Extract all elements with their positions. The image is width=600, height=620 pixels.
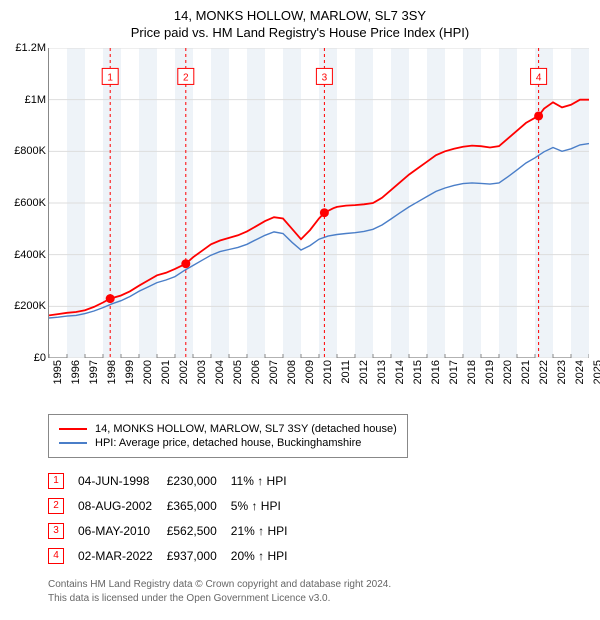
x-tick-label: 2008 [286,360,298,384]
sale-diff: 20% ↑ HPI [231,543,302,568]
sale-diff: 21% ↑ HPI [231,518,302,543]
y-tick-label: £800K [14,145,46,157]
svg-text:3: 3 [322,72,328,83]
sale-number-box: 1 [48,473,64,489]
sale-price: £562,500 [167,518,231,543]
legend-label: 14, MONKS HOLLOW, MARLOW, SL7 3SY (detac… [95,423,397,435]
x-tick-label: 1995 [52,360,64,384]
x-tick-label: 2014 [394,360,406,384]
legend-item: 14, MONKS HOLLOW, MARLOW, SL7 3SY (detac… [59,423,397,435]
chart-container: £0£200K£400K£600K£800K£1M£1.2M 1234 1995… [8,48,592,408]
y-tick-label: £1M [25,94,46,106]
x-tick-label: 2003 [196,360,208,384]
x-tick-label: 2016 [430,360,442,384]
sale-price: £937,000 [167,543,231,568]
chart-svg: 1 2 3 4 [49,48,589,358]
footer-line-1: Contains HM Land Registry data © Crown c… [48,578,592,592]
y-tick-label: £1.2M [15,42,46,54]
sale-date: 04-JUN-1998 [78,468,167,493]
x-tick-label: 2001 [160,360,172,384]
chart-title-sub: Price paid vs. HM Land Registry's House … [8,25,592,40]
sale-diff: 11% ↑ HPI [231,468,302,493]
legend-label: HPI: Average price, detached house, Buck… [95,437,361,449]
sale-row: 1 04-JUN-1998£230,00011% ↑ HPI [48,468,301,493]
sale-number-box: 2 [48,498,64,514]
sale-date: 02-MAR-2022 [78,543,167,568]
x-tick-label: 1998 [106,360,118,384]
sale-row: 3 06-MAY-2010£562,50021% ↑ HPI [48,518,301,543]
x-tick-label: 2012 [358,360,370,384]
x-tick-label: 2002 [178,360,190,384]
x-axis-labels: 1995 1996 1997 1998 1999 2000 2001 2002 2003 2004… [48,360,588,408]
sale-price: £230,000 [167,468,231,493]
sale-number-box: 4 [48,548,64,564]
x-tick-label: 2020 [502,360,514,384]
svg-text:2: 2 [183,72,189,83]
sale-row: 4 02-MAR-2022£937,00020% ↑ HPI [48,543,301,568]
x-tick-label: 2022 [538,360,550,384]
x-tick-label: 2019 [484,360,496,384]
x-tick-label: 2024 [574,360,586,384]
y-tick-label: £400K [14,249,46,261]
x-tick-label: 2021 [520,360,532,384]
x-tick-label: 2006 [250,360,262,384]
y-tick-label: £0 [34,352,46,364]
x-tick-label: 2017 [448,360,460,384]
x-tick-label: 2013 [376,360,388,384]
x-tick-label: 2023 [556,360,568,384]
x-tick-label: 2009 [304,360,316,384]
x-tick-label: 2007 [268,360,280,384]
sale-number-box: 3 [48,523,64,539]
legend-item: HPI: Average price, detached house, Buck… [59,437,397,449]
x-tick-label: 2004 [214,360,226,384]
x-tick-label: 2005 [232,360,244,384]
sale-price: £365,000 [167,493,231,518]
sales-table: 1 04-JUN-1998£230,00011% ↑ HPI 2 08-AUG-200… [48,468,592,568]
footer: Contains HM Land Registry data © Crown c… [48,578,592,605]
legend-swatch [59,442,87,444]
svg-text:1: 1 [107,72,113,83]
legend-swatch [59,428,87,430]
y-axis-labels: £0£200K£400K£600K£800K£1M£1.2M [8,48,48,358]
chart-title-block: 14, MONKS HOLLOW, MARLOW, SL7 3SY Price … [8,8,592,40]
footer-line-2: This data is licensed under the Open Gov… [48,592,592,606]
plot-area: 1 2 3 4 [48,48,588,358]
x-tick-label: 2025 [592,360,600,384]
x-tick-label: 2010 [322,360,334,384]
x-tick-label: 2000 [142,360,154,384]
x-tick-label: 1997 [88,360,100,384]
sale-date: 08-AUG-2002 [78,493,167,518]
sale-date: 06-MAY-2010 [78,518,167,543]
x-tick-label: 1999 [124,360,136,384]
x-tick-label: 2018 [466,360,478,384]
y-tick-label: £200K [14,300,46,312]
legend: 14, MONKS HOLLOW, MARLOW, SL7 3SY (detac… [48,414,408,458]
svg-text:4: 4 [536,72,542,83]
x-tick-label: 1996 [70,360,82,384]
y-tick-label: £600K [14,197,46,209]
x-tick-label: 2011 [340,360,352,384]
sale-row: 2 08-AUG-2002£365,0005% ↑ HPI [48,493,301,518]
chart-title-main: 14, MONKS HOLLOW, MARLOW, SL7 3SY [8,8,592,23]
sale-diff: 5% ↑ HPI [231,493,302,518]
x-tick-label: 2015 [412,360,424,384]
